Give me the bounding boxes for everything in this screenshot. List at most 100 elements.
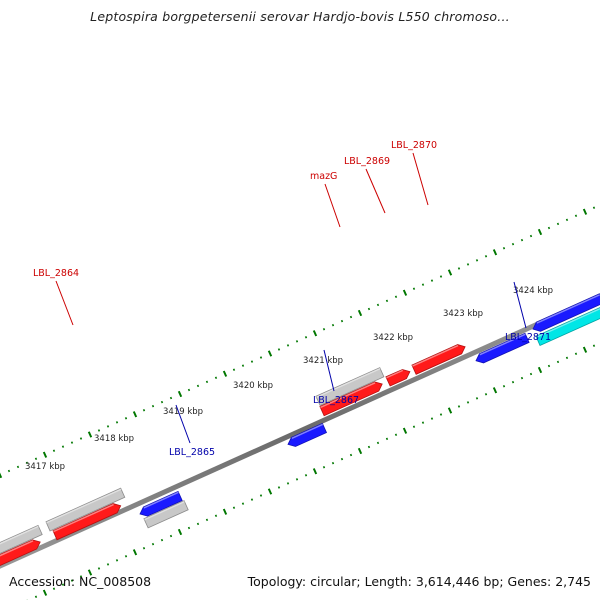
tick-mark-outer bbox=[582, 208, 588, 215]
forward-gene-arrow-highlight bbox=[386, 369, 404, 379]
reverse-gene-arrow[interactable] bbox=[287, 422, 328, 447]
tick-mark-inner bbox=[547, 364, 551, 368]
tick-mark-inner bbox=[61, 583, 65, 586]
label-leader-line bbox=[324, 183, 341, 228]
forward-gene-arrow[interactable] bbox=[411, 344, 466, 375]
tick-mark-inner bbox=[160, 538, 164, 542]
kbp-label: 3417 kbp bbox=[25, 462, 65, 472]
tick-mark-outer bbox=[447, 269, 453, 276]
gene-label[interactable]: LBL_2870 bbox=[391, 140, 437, 151]
tick-mark-inner bbox=[124, 555, 128, 558]
tick-mark-inner bbox=[447, 407, 453, 414]
tick-mark-inner bbox=[421, 421, 425, 424]
tick-mark-outer bbox=[547, 226, 551, 230]
tick-mark-inner bbox=[537, 366, 543, 374]
tick-mark-outer bbox=[25, 461, 29, 465]
forward-gene-arrow[interactable] bbox=[0, 539, 41, 569]
tick-mark-outer bbox=[177, 390, 183, 398]
label-leader-line bbox=[323, 349, 335, 392]
backbone-line bbox=[0, 293, 600, 569]
tick-mark-inner bbox=[574, 352, 578, 356]
tick-mark-outer bbox=[187, 388, 191, 392]
forward-gene-arrow-highlight bbox=[53, 503, 114, 533]
tick-mark-outer bbox=[511, 242, 515, 246]
gene-label[interactable]: LBL_2867 bbox=[313, 395, 359, 406]
forward-gene-arrow[interactable] bbox=[319, 381, 383, 417]
tick-mark-outer bbox=[331, 323, 335, 327]
tick-mark-outer bbox=[402, 289, 408, 296]
tick-mark-inner bbox=[367, 445, 371, 449]
tick-mark-inner bbox=[385, 437, 389, 441]
rna-gene-arrow[interactable] bbox=[535, 307, 600, 347]
gene-label[interactable]: LBL_2871 bbox=[505, 332, 551, 343]
reverse-gene-arrow-highlight bbox=[143, 491, 179, 509]
tick-mark-outer bbox=[421, 283, 425, 286]
tick-mark-inner bbox=[322, 465, 326, 469]
kbp-label: 3418 kbp bbox=[94, 434, 134, 444]
tick-mark-outer bbox=[457, 267, 461, 270]
tick-mark-outer bbox=[492, 249, 498, 256]
pseudogene-arrow[interactable] bbox=[45, 487, 126, 532]
tick-mark-inner bbox=[511, 380, 515, 384]
tick-mark-inner bbox=[115, 559, 119, 562]
tick-mark-outer bbox=[537, 228, 543, 236]
tick-mark-inner bbox=[106, 563, 110, 566]
tick-mark-outer bbox=[169, 396, 173, 400]
tick-mark-outer bbox=[295, 340, 299, 343]
gene-label[interactable]: LBL_2864 bbox=[33, 268, 79, 279]
tick-mark-outer bbox=[439, 275, 443, 278]
pseudogene-arrow[interactable] bbox=[315, 367, 385, 407]
tick-mark-inner bbox=[394, 433, 398, 437]
tick-mark-inner bbox=[241, 502, 245, 505]
tick-mark-outer bbox=[142, 408, 146, 412]
tick-mark-inner bbox=[582, 346, 588, 353]
tick-mark-inner bbox=[529, 372, 533, 376]
tick-mark-inner bbox=[250, 498, 254, 501]
tick-mark-inner bbox=[357, 447, 363, 455]
reverse-gene-arrow[interactable] bbox=[532, 293, 600, 332]
tick-mark-outer bbox=[376, 303, 380, 307]
tick-mark-outer bbox=[430, 279, 434, 282]
tick-mark-outer bbox=[520, 238, 524, 242]
tick-mark-outer bbox=[349, 315, 353, 319]
rna-gene-arrow-highlight bbox=[536, 307, 600, 338]
tick-mark-outer bbox=[565, 218, 569, 222]
tick-mark-inner bbox=[402, 427, 408, 434]
tick-mark-inner bbox=[87, 569, 93, 576]
tick-mark-inner bbox=[484, 393, 488, 396]
forward-gene-arrow[interactable] bbox=[52, 503, 122, 541]
label-leader-line bbox=[513, 281, 527, 329]
tick-mark-outer bbox=[259, 356, 263, 359]
tick-mark-inner bbox=[556, 360, 560, 364]
forward-gene-arrow[interactable] bbox=[385, 369, 411, 387]
tick-mark-outer bbox=[241, 364, 245, 367]
reverse-gene-arrow[interactable] bbox=[475, 332, 530, 364]
tick-mark-outer bbox=[97, 429, 101, 432]
tick-mark-outer bbox=[466, 263, 470, 266]
forward-gene-arrow-highlight bbox=[0, 540, 34, 557]
tick-mark-inner bbox=[205, 518, 209, 522]
forward-gene-arrow-highlight bbox=[320, 382, 376, 409]
tick-mark-inner bbox=[565, 356, 569, 360]
tick-mark-inner bbox=[466, 401, 470, 404]
tick-mark-outer bbox=[79, 437, 83, 440]
pseudogene-arrow[interactable] bbox=[143, 500, 189, 529]
tick-mark-inner bbox=[457, 405, 461, 408]
kbp-label: 3422 kbp bbox=[373, 333, 413, 343]
gene-label[interactable]: mazG bbox=[310, 171, 337, 182]
gene-label[interactable]: LBL_2869 bbox=[344, 156, 390, 167]
tick-mark-outer bbox=[7, 469, 11, 473]
tick-mark-inner bbox=[259, 494, 263, 497]
tick-mark-inner bbox=[295, 478, 299, 481]
reverse-gene-arrow[interactable] bbox=[139, 490, 183, 517]
tick-mark-outer bbox=[160, 400, 164, 404]
reverse-gene-arrow-highlight bbox=[291, 423, 324, 439]
tick-mark-inner bbox=[376, 441, 380, 445]
tick-mark-inner bbox=[492, 387, 498, 394]
tick-mark-outer bbox=[34, 457, 38, 461]
genome-summary: Topology: circular; Length: 3,614,446 bp… bbox=[247, 574, 591, 589]
pseudogene-arrow[interactable] bbox=[0, 524, 43, 557]
reverse-gene-arrow-highlight bbox=[536, 294, 600, 324]
gene-label[interactable]: LBL_2865 bbox=[169, 447, 215, 458]
